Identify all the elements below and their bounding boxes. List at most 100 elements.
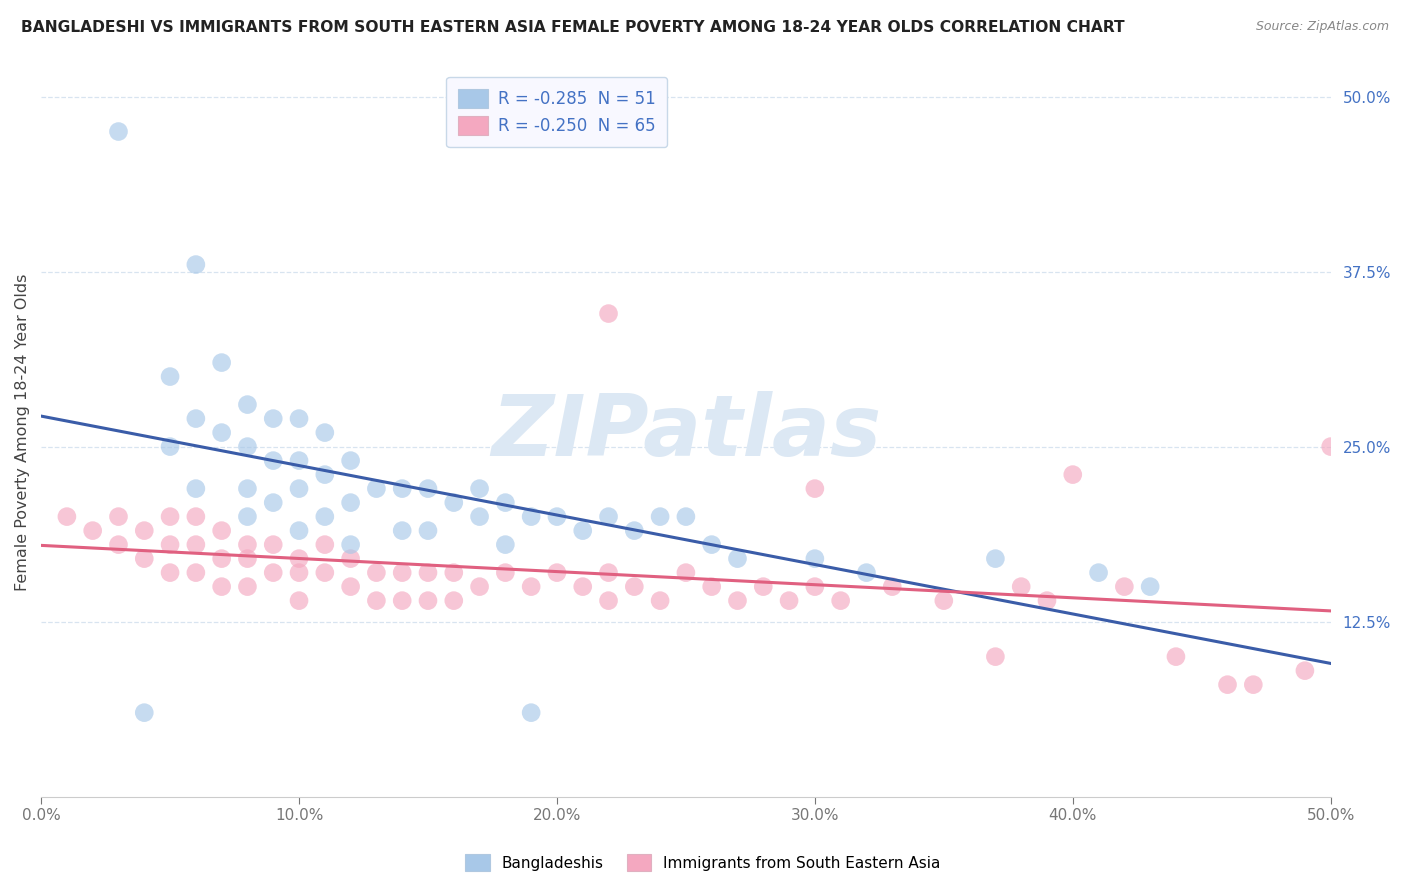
Point — [598, 509, 620, 524]
Point — [443, 593, 465, 607]
Point — [1010, 580, 1032, 594]
Point — [236, 440, 259, 454]
Point — [1216, 678, 1239, 692]
Point — [598, 566, 620, 580]
Point — [1164, 649, 1187, 664]
Point — [314, 425, 336, 440]
Point — [262, 566, 284, 580]
Point — [830, 593, 852, 607]
Point — [184, 482, 207, 496]
Point — [648, 509, 671, 524]
Point — [598, 593, 620, 607]
Point — [494, 495, 516, 509]
Text: Source: ZipAtlas.com: Source: ZipAtlas.com — [1256, 20, 1389, 33]
Point — [571, 524, 593, 538]
Text: BANGLADESHI VS IMMIGRANTS FROM SOUTH EASTERN ASIA FEMALE POVERTY AMONG 18-24 YEA: BANGLADESHI VS IMMIGRANTS FROM SOUTH EAS… — [21, 20, 1125, 35]
Point — [984, 649, 1007, 664]
Point — [571, 580, 593, 594]
Point — [262, 495, 284, 509]
Point — [1036, 593, 1059, 607]
Legend: Bangladeshis, Immigrants from South Eastern Asia: Bangladeshis, Immigrants from South East… — [460, 848, 946, 877]
Point — [211, 425, 233, 440]
Point — [236, 398, 259, 412]
Point — [236, 538, 259, 552]
Point — [391, 482, 413, 496]
Point — [675, 566, 697, 580]
Text: ZIPatlas: ZIPatlas — [491, 391, 882, 474]
Point — [236, 551, 259, 566]
Point — [855, 566, 877, 580]
Point — [339, 538, 361, 552]
Point — [520, 706, 543, 720]
Point — [107, 509, 129, 524]
Point — [416, 566, 439, 580]
Point — [236, 580, 259, 594]
Point — [211, 524, 233, 538]
Point — [1114, 580, 1136, 594]
Point — [416, 593, 439, 607]
Point — [1319, 440, 1341, 454]
Point — [288, 593, 311, 607]
Point — [262, 453, 284, 467]
Point — [1062, 467, 1084, 482]
Point — [288, 524, 311, 538]
Point — [727, 593, 749, 607]
Point — [598, 307, 620, 321]
Point — [932, 593, 955, 607]
Point — [1139, 580, 1161, 594]
Point — [184, 258, 207, 272]
Point — [546, 566, 568, 580]
Point — [546, 509, 568, 524]
Point — [236, 509, 259, 524]
Point — [494, 538, 516, 552]
Point — [882, 580, 904, 594]
Point — [623, 524, 645, 538]
Y-axis label: Female Poverty Among 18-24 Year Olds: Female Poverty Among 18-24 Year Olds — [15, 274, 30, 591]
Point — [288, 551, 311, 566]
Point — [804, 482, 827, 496]
Point — [391, 566, 413, 580]
Point — [159, 509, 181, 524]
Point — [675, 509, 697, 524]
Point — [314, 538, 336, 552]
Point — [700, 580, 723, 594]
Point — [339, 453, 361, 467]
Point — [339, 495, 361, 509]
Point — [804, 551, 827, 566]
Point — [134, 524, 156, 538]
Point — [443, 566, 465, 580]
Point — [984, 551, 1007, 566]
Point — [184, 538, 207, 552]
Point — [314, 566, 336, 580]
Point — [184, 411, 207, 425]
Point — [184, 566, 207, 580]
Point — [262, 538, 284, 552]
Point — [727, 551, 749, 566]
Point — [211, 551, 233, 566]
Point — [1087, 566, 1109, 580]
Point — [366, 566, 388, 580]
Point — [391, 524, 413, 538]
Point — [623, 580, 645, 594]
Point — [107, 538, 129, 552]
Point — [314, 467, 336, 482]
Point — [416, 524, 439, 538]
Point — [391, 593, 413, 607]
Point — [107, 124, 129, 138]
Point — [314, 509, 336, 524]
Point — [184, 509, 207, 524]
Point — [520, 509, 543, 524]
Point — [339, 551, 361, 566]
Point — [339, 580, 361, 594]
Point — [262, 411, 284, 425]
Point — [648, 593, 671, 607]
Point — [211, 580, 233, 594]
Point — [288, 566, 311, 580]
Point — [752, 580, 775, 594]
Point — [288, 482, 311, 496]
Point — [804, 580, 827, 594]
Point — [56, 509, 79, 524]
Point — [211, 355, 233, 369]
Point — [778, 593, 800, 607]
Point — [1241, 678, 1264, 692]
